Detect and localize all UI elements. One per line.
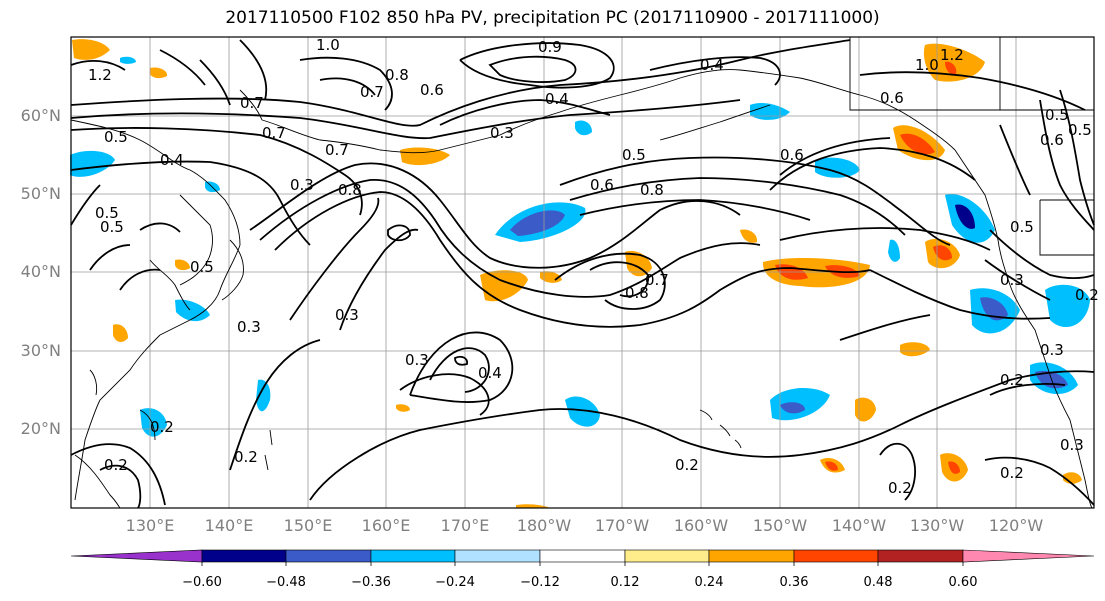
lat-label: 60°N xyxy=(21,106,61,125)
lon-label: 160°E xyxy=(362,516,411,535)
contour-label: 0.8 xyxy=(385,66,409,84)
contour-label: 0.7 xyxy=(240,94,264,112)
lat-label: 20°N xyxy=(21,419,61,438)
contour-label: 1.0 xyxy=(915,56,939,74)
contour-label: 0.3 xyxy=(1060,436,1084,454)
contour-label: 0.7 xyxy=(325,141,349,159)
contour-label: 1.0 xyxy=(316,36,340,54)
pv-contours xyxy=(70,39,1095,509)
contour-label: 0.2 xyxy=(888,479,912,497)
contour-label: 0.5 xyxy=(1068,121,1092,139)
lon-label: 160°W xyxy=(674,516,729,535)
contour-label: 0.6 xyxy=(780,146,804,164)
lat-label: 30°N xyxy=(21,341,61,360)
contour-label: 0.4 xyxy=(160,151,184,169)
contour-label: 0.3 xyxy=(1000,271,1024,289)
longitude-labels: 130°E 140°E 150°E 160°E 170°E 180°W 170°… xyxy=(126,516,1044,535)
colorbar: −0.60 −0.48 −0.36 −0.24 −0.12 0.12 0.24 … xyxy=(70,549,1095,590)
contour-label: 0.5 xyxy=(104,128,128,146)
colorbar-segment xyxy=(793,549,879,563)
contour-label: 0.5 xyxy=(622,146,646,164)
colorbar-tick-label: −0.12 xyxy=(520,575,560,590)
contour-label: 0.2 xyxy=(104,456,128,474)
contour-label: 0.5 xyxy=(95,204,119,222)
lon-label: 150°W xyxy=(753,516,808,535)
colorbar-segment xyxy=(539,549,626,563)
map-panel: 1.0 0.9 0.8 0.7 0.6 0.5 0.4 0.3 0.2 1.2 … xyxy=(70,36,1099,509)
lon-label: 180°W xyxy=(517,516,572,535)
contour-label: 0.8 xyxy=(640,181,664,199)
contour-label: 0.4 xyxy=(478,364,502,382)
colorbar-segment xyxy=(624,549,710,563)
colorbar-tick-label: −0.60 xyxy=(182,575,222,590)
lon-label: 120°W xyxy=(989,516,1044,535)
colorbar-tick-labels: −0.60 −0.48 −0.36 −0.24 −0.12 0.12 0.24 … xyxy=(182,575,977,590)
colorbar-tick-label: −0.36 xyxy=(351,575,391,590)
contour-label: 0.3 xyxy=(405,351,429,369)
contour-label: 0.2 xyxy=(150,418,174,436)
contour-label: 0.2 xyxy=(1000,464,1024,482)
contour-label: 0.3 xyxy=(490,124,514,142)
lon-label: 170°W xyxy=(595,516,650,535)
contour-label: 0.5 xyxy=(1045,106,1069,124)
contour-label: 0.6 xyxy=(880,89,904,107)
contour-label: 0.2 xyxy=(675,456,699,474)
colorbar-segment xyxy=(285,549,372,563)
colorbar-segment xyxy=(70,549,203,563)
lon-label: 140°E xyxy=(205,516,254,535)
colorbar-tick-label: 0.24 xyxy=(695,575,724,590)
contour-label: 0.6 xyxy=(590,176,614,194)
lon-label: 150°E xyxy=(284,516,333,535)
contour-label: 0.7 xyxy=(262,124,286,142)
contour-label: 0.2 xyxy=(234,448,258,466)
contour-label: 0.7 xyxy=(360,83,384,101)
lat-label: 40°N xyxy=(21,262,61,281)
colorbar-tick-label: 0.48 xyxy=(864,575,893,590)
colorbar-tick-label: 0.12 xyxy=(611,575,640,590)
lon-label: 130°E xyxy=(126,516,175,535)
colorbar-tick-label: −0.48 xyxy=(266,575,306,590)
colorbar-ticks xyxy=(201,562,964,566)
colorbar-segments xyxy=(70,549,1095,563)
contour-label: 0.9 xyxy=(538,38,562,56)
contour-label: 0.4 xyxy=(545,90,569,108)
contour-label: 0.5 xyxy=(100,218,124,236)
colorbar-tick-label: 0.36 xyxy=(780,575,809,590)
contour-label: 0.8 xyxy=(625,284,649,302)
map-gridlines xyxy=(71,37,1094,508)
contour-label: 0.3 xyxy=(335,306,359,324)
colorbar-segment xyxy=(708,549,795,563)
contour-label: 0.8 xyxy=(338,181,362,199)
contour-labels: 1.0 0.9 0.8 0.7 0.6 0.5 0.4 0.3 0.2 1.2 … xyxy=(88,36,1099,497)
contour-label: 1.2 xyxy=(88,66,112,84)
contour-label: 0.7 xyxy=(645,271,669,289)
contour-label: 0.2 xyxy=(1000,371,1024,389)
lon-label: 140°W xyxy=(832,516,887,535)
coastlines xyxy=(70,37,1094,509)
contour-label: 0.4 xyxy=(700,56,724,74)
colorbar-tick-label: 0.60 xyxy=(949,575,978,590)
colorbar-segment xyxy=(370,549,456,563)
map-title: 2017110500 F102 850 hPa PV, precipitatio… xyxy=(225,8,880,28)
contour-label: 0.2 xyxy=(1075,286,1099,304)
contour-label: 0.6 xyxy=(1040,131,1064,149)
colorbar-segment xyxy=(201,549,287,563)
colorbar-segment xyxy=(877,549,964,563)
lat-label: 50°N xyxy=(21,184,61,203)
contour-label: 0.5 xyxy=(190,258,214,276)
lon-label: 170°E xyxy=(441,516,490,535)
contour-label: 0.6 xyxy=(420,81,444,99)
colorbar-segment xyxy=(454,549,541,563)
colorbar-segment xyxy=(962,549,1095,563)
contour-label: 1.2 xyxy=(940,46,964,64)
latitude-labels: 60°N 50°N 40°N 30°N 20°N xyxy=(21,106,61,438)
contour-label: 0.3 xyxy=(1040,341,1064,359)
colorbar-tick-label: −0.24 xyxy=(435,575,475,590)
contour-label: 0.5 xyxy=(1010,218,1034,236)
contour-label: 0.3 xyxy=(237,318,261,336)
lon-label: 130°W xyxy=(910,516,965,535)
contour-label: 0.3 xyxy=(290,176,314,194)
